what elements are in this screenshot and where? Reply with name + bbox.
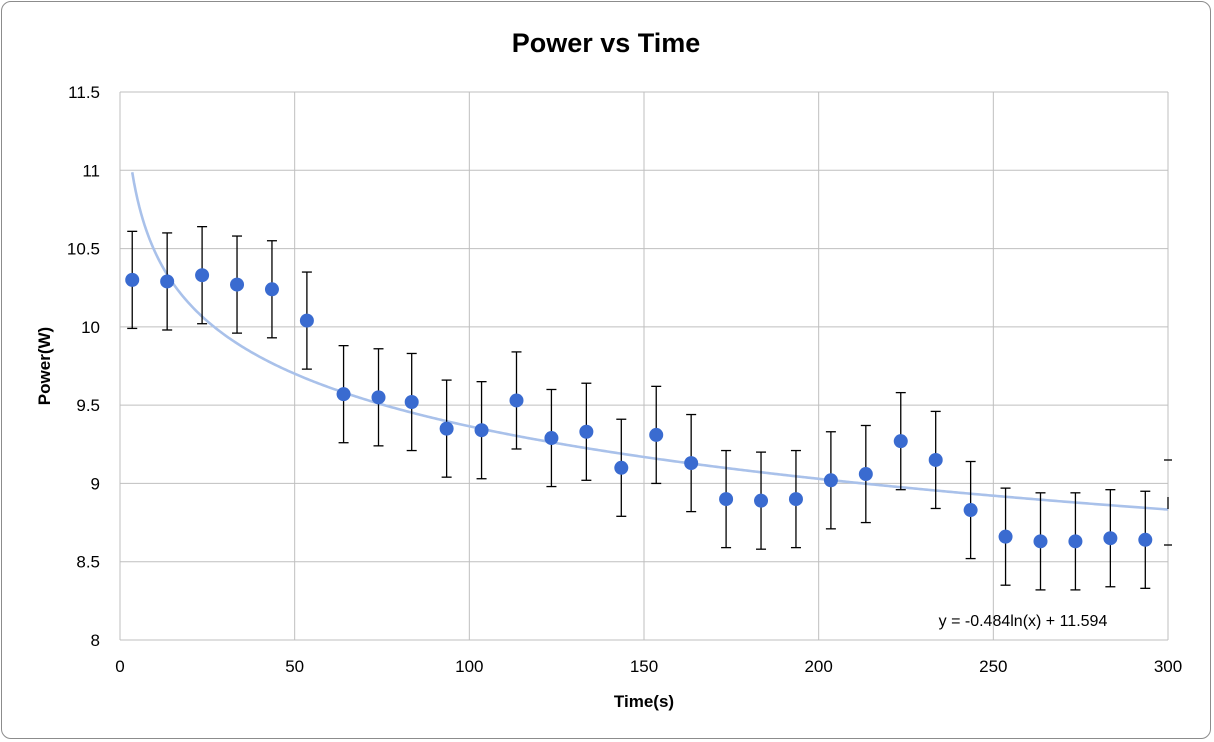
data-point	[404, 395, 419, 410]
grid-layer	[119, 91, 1169, 641]
y-tick-label: 10	[81, 318, 100, 337]
data-point	[719, 492, 734, 507]
data-point	[649, 427, 664, 442]
data-point	[579, 424, 594, 439]
data-point	[299, 313, 314, 328]
data-point	[544, 431, 559, 446]
data-point	[1068, 534, 1083, 549]
data-point	[1033, 534, 1048, 549]
y-tick-label: 9	[91, 474, 100, 493]
data-point	[125, 272, 140, 287]
data-point	[336, 387, 351, 402]
x-tick-label: 50	[285, 657, 304, 676]
trendline-curve	[130, 171, 1169, 511]
data-point	[474, 423, 489, 438]
data-point	[230, 277, 245, 292]
x-tick-label: 250	[979, 657, 1007, 676]
trendline-equation: y = -0.484ln(x) + 11.594	[939, 613, 1108, 630]
data-point	[160, 274, 175, 289]
y-tick-label: 8.5	[76, 553, 100, 572]
data-point	[788, 492, 803, 507]
x-tick-label: 300	[1154, 657, 1182, 676]
x-tick-label: 0	[115, 657, 124, 676]
data-point	[1138, 532, 1153, 547]
data-point	[963, 503, 978, 518]
chart-title: Power vs Time	[512, 28, 701, 58]
x-tick-label: 200	[804, 657, 832, 676]
x-tick-label: 150	[630, 657, 658, 676]
tick-layer: 8 8.5 9 9.5 10 10.5 11 11.5 0 50 100 150 200 250 300	[67, 83, 1182, 676]
data-point	[1103, 531, 1118, 546]
data-point	[823, 473, 838, 488]
data-point	[371, 390, 386, 405]
edge-marks	[1164, 459, 1172, 546]
y-tick-label: 10.5	[67, 240, 100, 259]
x-axis-title: Time(s)	[614, 692, 674, 711]
y-tick-label: 8	[91, 631, 100, 650]
data-point	[264, 282, 279, 297]
point-layer	[125, 268, 1153, 549]
y-axis-title: Power(W)	[35, 327, 54, 405]
y-tick-label: 11.5	[68, 83, 100, 102]
data-point	[195, 268, 210, 283]
x-tick-label: 100	[455, 657, 483, 676]
data-point	[928, 452, 943, 467]
data-point	[998, 529, 1013, 544]
data-point	[614, 460, 629, 475]
data-point	[893, 434, 908, 449]
y-tick-label: 11	[82, 161, 100, 180]
y-tick-label: 9.5	[76, 396, 100, 415]
trend-layer	[130, 171, 1169, 511]
data-point	[754, 493, 769, 508]
errorbar-layer	[127, 226, 1151, 591]
data-point	[509, 393, 524, 408]
data-point	[858, 467, 873, 482]
data-point	[684, 456, 699, 471]
data-point	[439, 421, 454, 436]
